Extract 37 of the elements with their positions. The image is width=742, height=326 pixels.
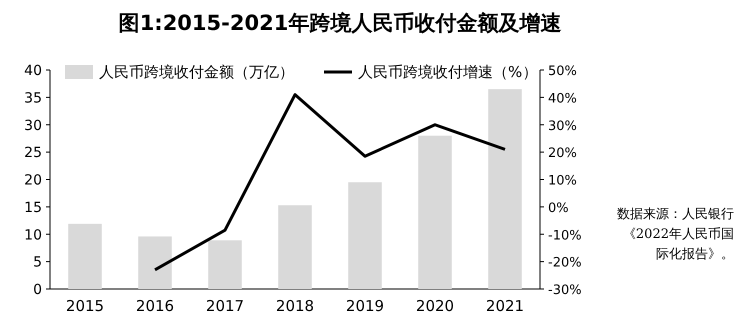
y2-tick-label: -30% xyxy=(548,283,582,298)
y-tick-label: 25 xyxy=(24,145,42,162)
x-tick-label: 2015 xyxy=(66,297,104,315)
bar xyxy=(208,240,242,289)
bar xyxy=(278,205,312,289)
line-series xyxy=(154,93,506,272)
legend-label: 人民币跨境收付金额（万亿） xyxy=(99,63,294,81)
y2-tick-label: 50% xyxy=(548,64,577,79)
bar xyxy=(138,236,172,289)
x-tick-label: 2016 xyxy=(136,297,174,315)
y-tick-label: 15 xyxy=(24,200,42,216)
y-tick-label: 35 xyxy=(24,90,42,106)
x-tick-label: 2020 xyxy=(416,297,454,315)
source-note: 数据来源：人民银行《2022年人民币国际化报告》。 xyxy=(616,206,734,264)
y-tick-label: 0 xyxy=(33,282,42,298)
y2-tick-label: -20% xyxy=(548,256,582,271)
y2-tick-label: 0% xyxy=(548,200,569,216)
y2-tick-label: 10% xyxy=(548,174,577,188)
x-tick-label: 2019 xyxy=(346,297,384,315)
x-tick-label: 2021 xyxy=(486,297,524,315)
bar xyxy=(488,89,522,289)
y-tick-label: 20 xyxy=(24,172,42,188)
y2-tick-label: -10% xyxy=(548,228,582,244)
y-tick-label: 5 xyxy=(33,254,42,271)
y2-tick-label: 40% xyxy=(548,91,577,106)
chart-title: 图1:2015-2021年跨境人民币收付金额及增速 xyxy=(118,11,562,35)
bar xyxy=(348,182,382,289)
legend-label: 人民币跨境收付增速（%） xyxy=(358,63,538,81)
y-tick-label: 30 xyxy=(24,118,42,134)
bar xyxy=(418,136,452,289)
y-tick-label: 40 xyxy=(24,63,42,79)
bar xyxy=(68,224,102,289)
y2-tick-label: 30% xyxy=(548,118,577,134)
y-tick-label: 10 xyxy=(24,227,42,244)
y2-tick-label: 20% xyxy=(548,146,577,162)
x-tick-label: 2017 xyxy=(206,297,244,315)
x-tick-label: 2018 xyxy=(276,297,314,315)
